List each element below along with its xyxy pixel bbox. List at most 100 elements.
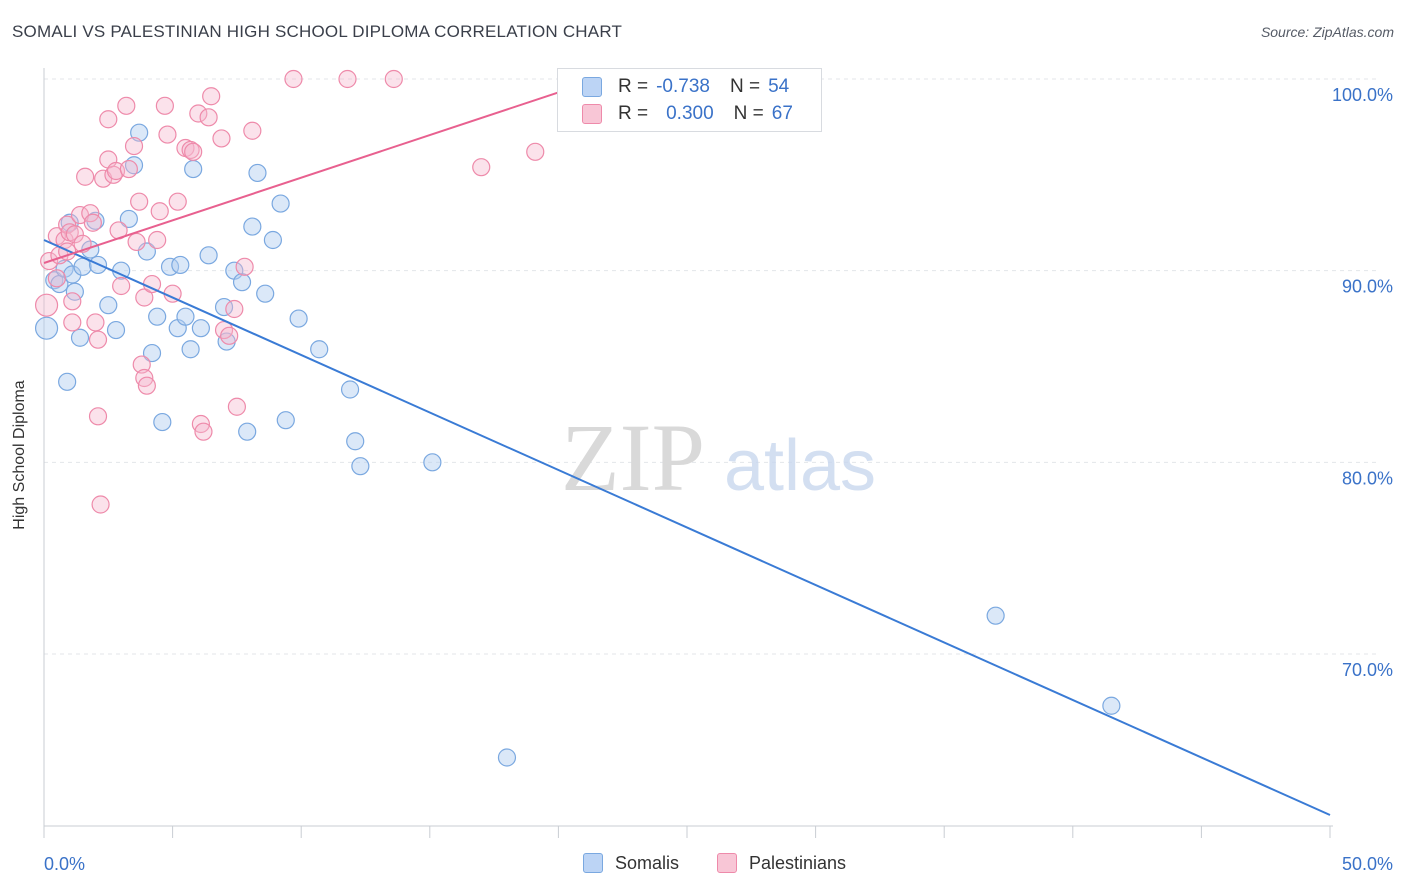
somalis-point [1102,696,1121,715]
palestinians-point [117,96,136,115]
palestinians-point [526,142,545,161]
palestinians-point [86,313,105,332]
somalis-point [181,340,200,359]
y-tick-label: 100.0% [1332,85,1393,105]
palestinians-point [158,125,177,144]
somalis-legend-swatch [583,853,603,873]
n-label: N = [729,76,761,97]
correlation-legend: R = -0.738 N = 54 R = 0.300 N = 67 [557,68,822,132]
bottom-legend-somalis: Somalis [583,851,679,875]
palestinians-point [150,202,169,221]
palestinians-n-value: 67 [771,103,793,124]
bottom-legend-palestinians: Palestinians [717,851,846,875]
palestinians-point [284,69,303,89]
palestinians-legend-swatch [717,853,737,873]
watermark: ZIP atlas [561,404,876,511]
palestinians-point [202,87,221,106]
palestinians-legend-label: Palestinians [749,852,847,873]
palestinians-point [88,407,108,426]
somalis-point [497,748,517,767]
gridlines [44,78,1380,655]
somalis-point [248,163,267,183]
somalis-point [256,284,275,303]
palestinians-trend-line [43,91,559,264]
palestinians-point [132,355,151,374]
palestinians-point [189,104,208,123]
y-tick-label: 70.0% [1342,660,1393,680]
somalis-point [106,320,126,340]
palestinians-point [168,192,187,211]
somalis-point [232,273,252,292]
palestinians-point [137,376,156,395]
somalis-point [351,457,370,476]
palestinians-point [47,269,66,288]
somalis-point [58,372,77,391]
somalis-point [99,296,118,315]
source-label: Source: ZipAtlas.com [1260,24,1394,40]
somalis-point [346,432,365,451]
palestinians-point [194,422,213,441]
somalis-swatch [582,77,602,97]
x-tick-label-min: 0.0% [44,854,85,874]
somalis-point [199,246,218,265]
watermark-zip: ZIP [561,404,705,511]
legend-row-somalis: R = -0.738 N = 54 [582,75,789,99]
r-label: R = [618,76,649,97]
somalis-point [70,328,90,347]
r-label: R = [618,103,649,124]
palestinians-point [65,225,84,244]
somalis-point [310,340,329,359]
palestinians-point [135,288,154,307]
somalis-point [119,209,138,229]
somalis-point [238,422,257,441]
palestinians-point [220,326,239,345]
palestinians-point [148,230,167,250]
axes [43,68,1333,838]
somalis-point [153,412,172,432]
palestinians-point [63,292,82,311]
palestinians-point [155,96,174,115]
palestinians-point [127,232,146,252]
palestinians-point [199,108,218,127]
somalis-point [243,217,262,236]
somalis-point [276,411,295,430]
palestinians-point [225,299,244,319]
palestinians-point [184,142,203,161]
somalis-point [148,307,167,326]
palestinians-points [34,69,545,514]
somalis-point [176,307,195,326]
somalis-point [184,159,203,179]
somalis-point [60,213,79,232]
somalis-n-value: 54 [768,76,790,97]
x-tick-label-max: 50.0% [1342,854,1393,874]
somalis-point [340,380,360,399]
somalis-legend-label: Somalis [615,852,680,873]
palestinians-point [235,257,254,276]
palestinians-point [99,110,118,129]
palestinians-point [83,213,102,232]
somalis-point [271,194,290,213]
palestinians-point [91,495,110,514]
palestinians-point [243,121,262,140]
palestinians-point [63,313,82,332]
y-tick-label: 90.0% [1342,277,1393,297]
somalis-point [142,343,162,363]
palestinians-point [472,158,491,177]
palestinians-point [34,293,59,317]
somalis-trend-line [43,239,1331,816]
somalis-point [263,230,283,250]
somalis-point [34,316,59,340]
somalis-point [191,319,210,338]
palestinians-point [88,330,108,349]
legend-row-palestinians: R = 0.300 N = 67 [582,102,793,126]
palestinians-point [181,140,200,160]
palestinians-swatch [582,104,602,124]
somalis-points [34,123,1121,767]
somalis-r-value: -0.738 [656,76,710,97]
palestinians-point [76,167,95,186]
somalis-point [130,123,149,142]
palestinians-point [212,129,231,148]
palestinians-point [124,136,144,156]
palestinians-point [227,397,246,416]
somalis-point [171,255,190,275]
